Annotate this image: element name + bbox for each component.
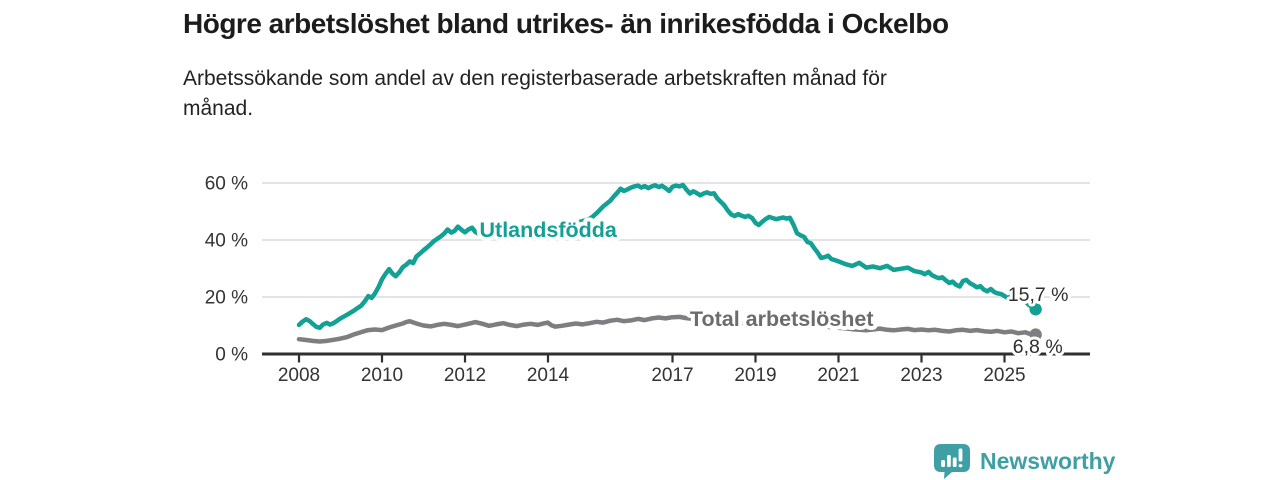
x-tick-label-2023: 2023: [900, 365, 942, 386]
y-tick-label-60: 60 %: [205, 174, 248, 195]
series-end-label-1: 6,8 %: [1013, 336, 1063, 358]
x-tick-label-2014: 2014: [527, 365, 570, 386]
x-tick-label-2021: 2021: [817, 365, 859, 386]
y-tick-label-0: 0 %: [215, 345, 248, 366]
y-tick-label-20: 20 %: [205, 288, 248, 309]
chart-subtitle: Arbetssökande som andel av den registerb…: [183, 64, 887, 124]
series-end-dot-1: [1029, 328, 1042, 341]
series-label-1: Total arbetslöshet: [690, 307, 874, 331]
newsworthy-logo-icon: [934, 444, 970, 479]
x-tick-label-2012: 2012: [444, 365, 486, 386]
x-tick-label-2010: 2010: [361, 365, 403, 386]
series-label-0: Utlandsfödda: [480, 218, 618, 242]
brand-name: Newsworthy: [980, 447, 1116, 474]
brand-footer: Newsworthy: [933, 443, 1115, 479]
x-tick-label-2025: 2025: [983, 365, 1025, 386]
x-tick-label-2017: 2017: [651, 365, 693, 386]
y-tick-label-40: 40 %: [205, 231, 248, 252]
series-end-dot-0: [1029, 303, 1042, 316]
x-tick-label-2008: 2008: [278, 365, 320, 386]
series-line-0: [296, 182, 1038, 331]
chart-subtitle-line2: månad.: [183, 97, 254, 120]
x-tick-label-2019: 2019: [734, 365, 776, 386]
chart-title: Högre arbetslöshet bland utrikes- än inr…: [183, 8, 949, 39]
chart-subtitle-line1: Arbetssökande som andel av den registerb…: [183, 67, 887, 90]
series-end-label-0: 15,7 %: [1008, 284, 1069, 306]
series-line-1: [296, 314, 1038, 344]
